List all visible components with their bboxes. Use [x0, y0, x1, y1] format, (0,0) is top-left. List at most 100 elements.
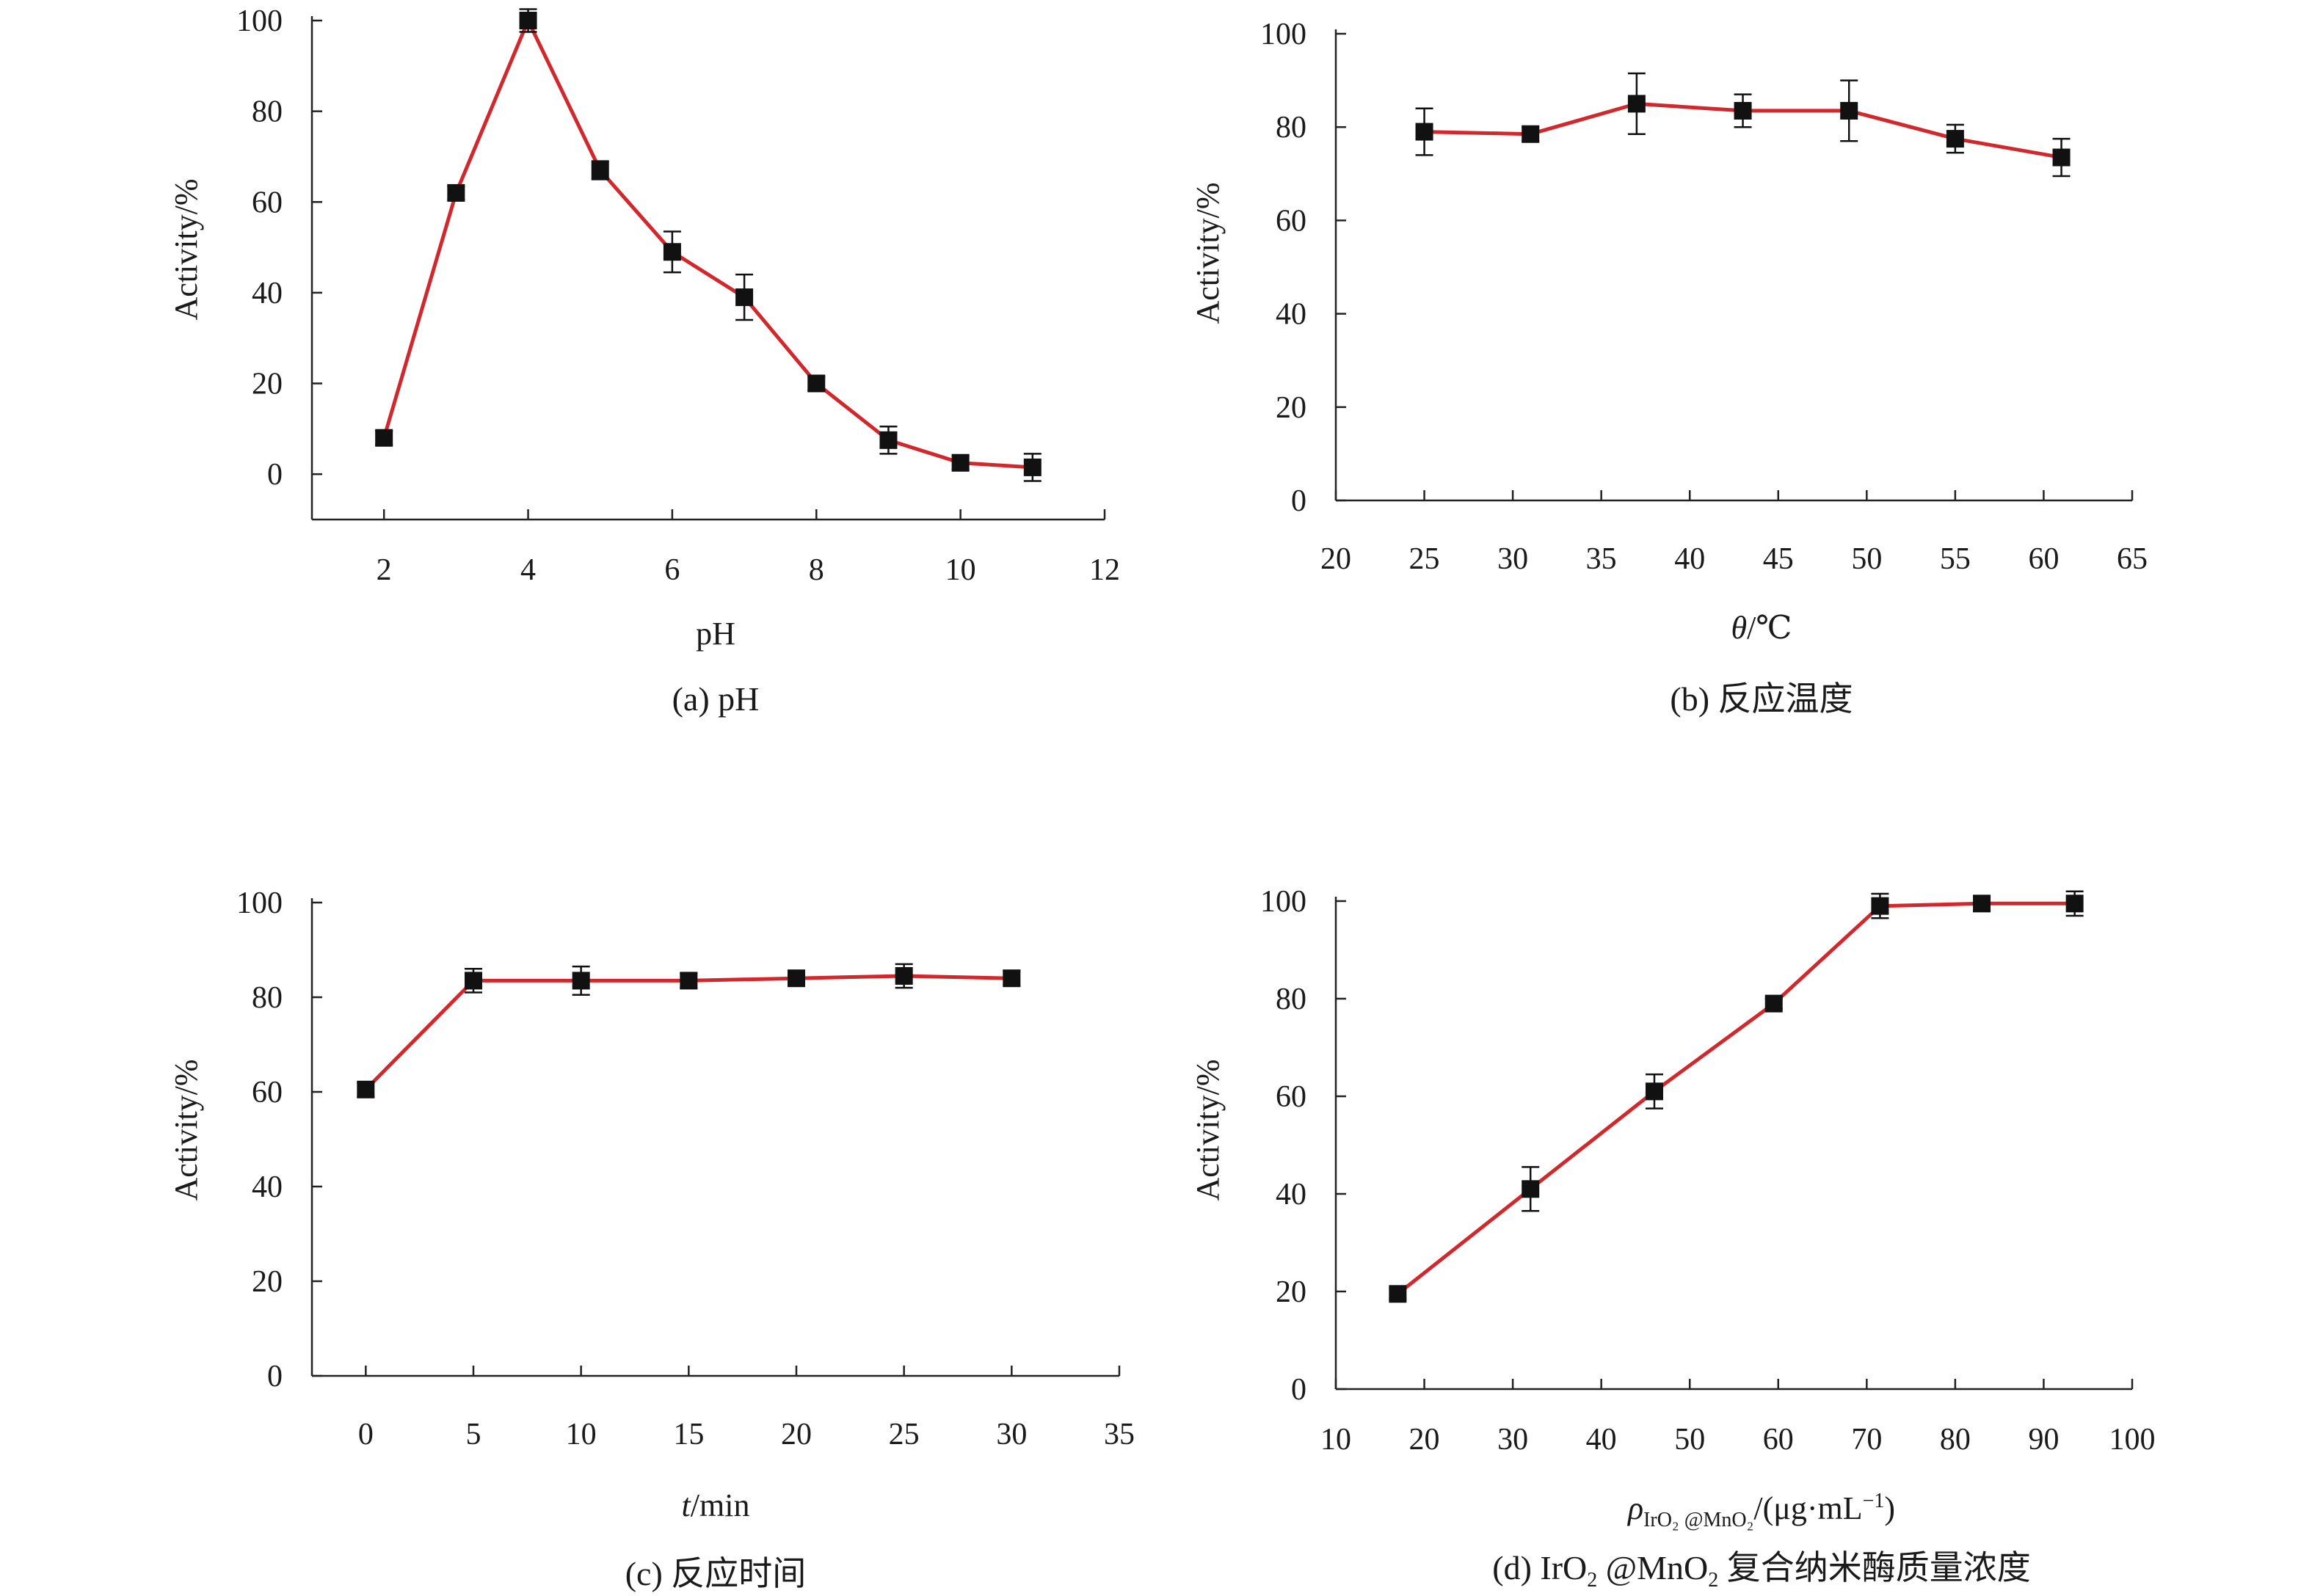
data-point — [807, 374, 826, 393]
panel-b-ylabel: Activity/% — [1190, 182, 1226, 324]
data-point — [1946, 130, 1964, 148]
data-point — [879, 431, 898, 449]
y-tick-label: 20 — [1276, 1275, 1306, 1309]
data-point — [1734, 101, 1752, 120]
x-tick-label: 20 — [781, 1418, 812, 1451]
x-tick-label: 10 — [945, 553, 976, 587]
x-tick-label: 30 — [996, 1418, 1027, 1451]
y-tick-label: 0 — [267, 458, 283, 492]
data-point — [680, 972, 698, 990]
y-tick-label: 60 — [1276, 204, 1306, 238]
x-tick-label: 45 — [1763, 542, 1794, 576]
panel-d-ylabel: Activity/% — [1190, 1059, 1226, 1200]
data-point — [591, 161, 609, 179]
data-point — [1003, 969, 1021, 988]
x-tick-label: 25 — [889, 1418, 920, 1451]
x-tick-label: 60 — [2028, 542, 2059, 576]
x-tick-label: 50 — [1674, 1423, 1705, 1457]
y-tick-label: 40 — [252, 277, 283, 310]
y-tick-label: 60 — [252, 186, 283, 219]
data-point — [2052, 148, 2071, 167]
y-tick-label: 100 — [1260, 18, 1306, 51]
y-tick-label: 40 — [1276, 1178, 1306, 1211]
panel-b-temperature: (b) 反应温度 θ/℃ Activity/% 0 20 40 60 80 100 20 25… — [1190, 18, 2148, 718]
x-tick-label: 40 — [1586, 1423, 1617, 1457]
panel-c-ylabel: Activity/% — [168, 1059, 204, 1200]
data-point — [1840, 101, 1858, 120]
x-tick-label: 70 — [1851, 1423, 1882, 1457]
panel-c-time: (c) 反应时间 t/min Activity/% 0 20 40 60 80 100 0 5… — [168, 886, 1135, 1592]
x-tick-label: 25 — [1409, 542, 1440, 576]
panel-d-concentration: (d) IrO2 @MnO2 复合纳米酶质量浓度 ρIrO₂ @MnO₂/(μg… — [1190, 885, 2156, 1592]
x-tick-label: 35 — [1104, 1418, 1135, 1451]
data-point — [1764, 994, 1783, 1013]
y-tick-label: 80 — [1276, 111, 1306, 145]
x-tick-label: 8 — [809, 553, 824, 587]
x-tick-label: 55 — [1940, 542, 1971, 576]
y-tick-label: 80 — [252, 981, 283, 1015]
series-line — [382, 18, 1033, 470]
panel-a-xlabel: pH — [696, 616, 735, 652]
y-tick-label: 40 — [252, 1170, 283, 1204]
y-tick-label: 80 — [252, 95, 283, 129]
y-tick-label: 100 — [236, 4, 283, 38]
data-point — [1973, 894, 1991, 913]
data-point — [357, 1080, 375, 1098]
x-tick-label: 2 — [377, 553, 392, 587]
x-tick-label: 4 — [520, 553, 536, 587]
y-tick-label: 0 — [1291, 484, 1306, 518]
panel-b-xlabel: θ/℃ — [1731, 610, 1792, 646]
x-tick-label: 10 — [566, 1418, 597, 1451]
panel-a-ph: (a) pH pH Activity/% 0 20 40 60 80 100 2 4 6 8 10 1… — [168, 4, 1120, 718]
data-point — [951, 453, 970, 472]
y-tick-label: 0 — [267, 1360, 283, 1393]
x-tick-label: 5 — [466, 1418, 481, 1451]
data-point — [465, 972, 482, 990]
y-tick-label: 20 — [1276, 391, 1306, 425]
data-point — [1522, 1180, 1540, 1198]
panel-c-xlabel: t/min — [682, 1487, 750, 1523]
y-tick-label: 100 — [236, 886, 283, 920]
data-point — [1389, 1285, 1407, 1303]
x-tick-label: 60 — [1763, 1423, 1794, 1457]
data-point — [788, 969, 805, 988]
data-point — [375, 429, 393, 447]
y-tick-label: 20 — [252, 1265, 283, 1299]
data-point — [2065, 894, 2084, 913]
x-tick-label: 0 — [358, 1418, 374, 1451]
y-tick-label: 20 — [252, 368, 283, 401]
panel-d-caption: (d) IrO2 @MnO2 复合纳米酶质量浓度 — [1492, 1549, 2030, 1592]
data-point — [1646, 1082, 1663, 1101]
data-point — [1522, 125, 1540, 143]
x-tick-label: 20 — [1320, 542, 1351, 576]
data-point — [663, 243, 681, 261]
series-line — [364, 974, 1012, 1091]
panel-a-caption: (a) pH — [672, 680, 760, 718]
panel-d-xlabel: ρIrO₂ @MnO₂/(μg·mL−1) — [1626, 1490, 1895, 1531]
data-point — [1415, 123, 1433, 141]
data-point — [895, 966, 913, 985]
data-point — [1871, 897, 1889, 915]
x-tick-label: 90 — [2028, 1423, 2059, 1457]
x-tick-label: 80 — [1940, 1423, 1971, 1457]
x-tick-label: 30 — [1497, 1423, 1528, 1457]
panel-c-caption: (c) 反应时间 — [625, 1555, 807, 1592]
y-tick-label: 60 — [252, 1076, 283, 1109]
x-tick-label: 10 — [1320, 1423, 1351, 1457]
y-tick-label: 0 — [1291, 1373, 1306, 1407]
series-line — [1396, 901, 2075, 1296]
data-point — [447, 183, 465, 202]
x-tick-label: 15 — [673, 1418, 704, 1451]
panel-b-caption: (b) 反应温度 — [1670, 680, 1853, 718]
y-tick-label: 40 — [1276, 298, 1306, 332]
x-tick-label: 100 — [2109, 1423, 2156, 1457]
x-tick-label: 65 — [2117, 542, 2148, 576]
y-tick-label: 60 — [1276, 1080, 1306, 1114]
data-point — [572, 972, 590, 990]
data-point — [1627, 95, 1646, 113]
x-tick-label: 6 — [664, 553, 680, 587]
data-point — [735, 288, 754, 307]
y-tick-label: 80 — [1276, 983, 1306, 1016]
x-tick-label: 50 — [1851, 542, 1882, 576]
